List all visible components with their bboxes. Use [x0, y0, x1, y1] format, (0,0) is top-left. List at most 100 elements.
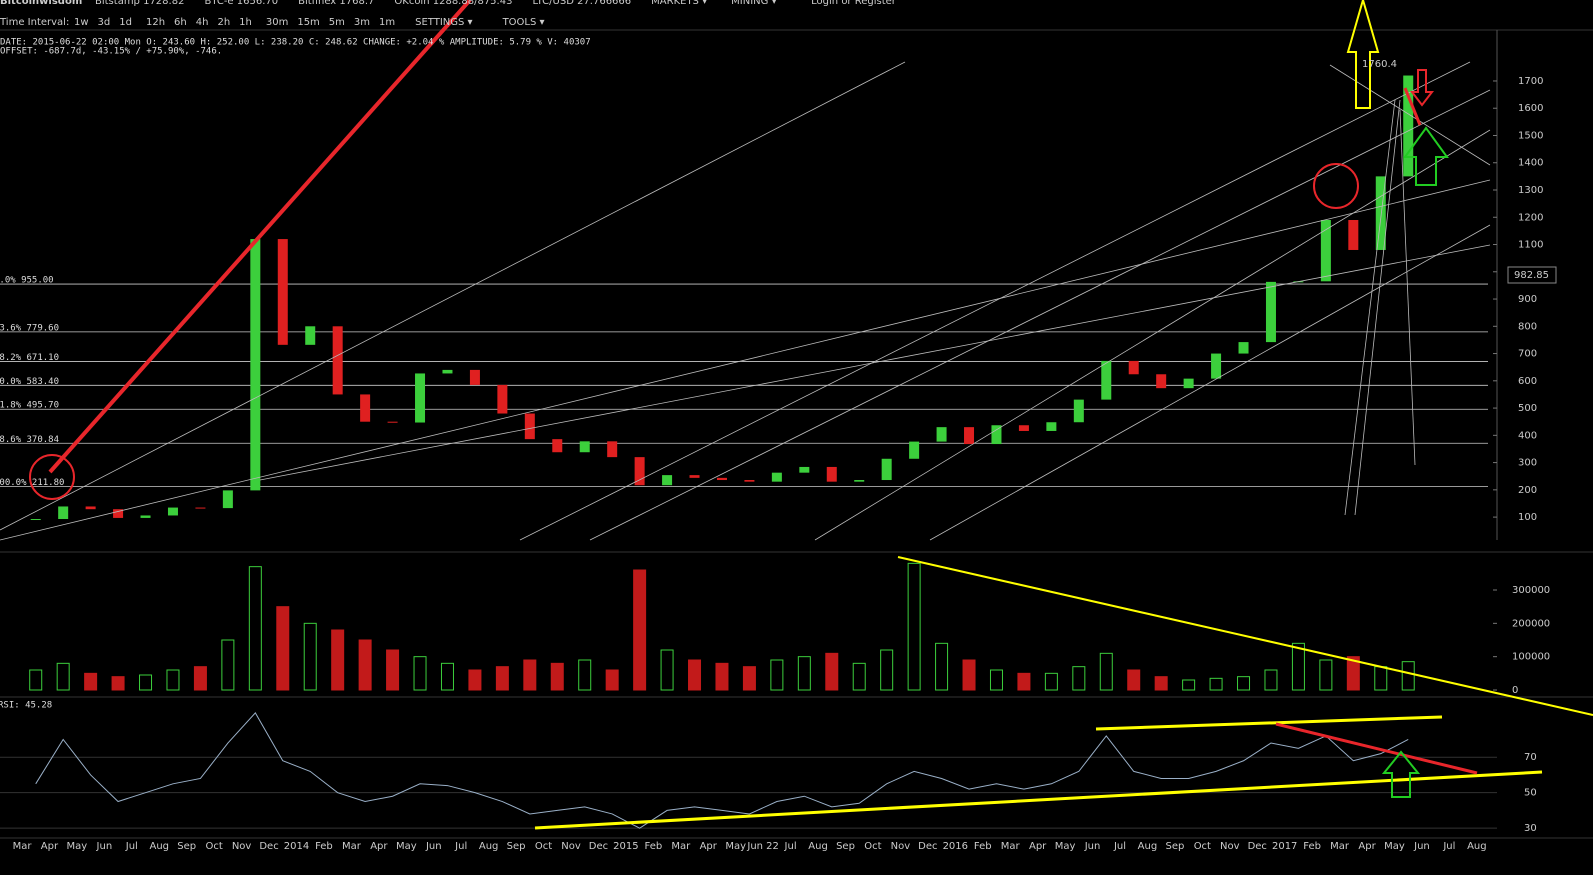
y-tick-label: 1400	[1518, 158, 1543, 169]
interval-button[interactable]: 3d	[98, 17, 111, 28]
fib-label: 78.6% 370.84	[0, 435, 59, 445]
x-tick-label: Feb	[315, 841, 333, 852]
volume-bar	[1182, 679, 1196, 691]
x-tick-label: Jun	[1084, 841, 1101, 852]
interval-button[interactable]: 1w	[74, 17, 89, 28]
candle	[909, 441, 920, 459]
interval-button[interactable]: 1d	[119, 17, 132, 28]
candle	[140, 515, 151, 518]
volume-bar	[386, 649, 400, 691]
volume-bar	[1209, 677, 1223, 691]
y-tick-label: 1600	[1518, 103, 1543, 114]
volume-bar	[989, 669, 1003, 691]
rsi-label: RSI: 45.28	[0, 701, 52, 711]
volume-bar	[770, 659, 784, 691]
y-tick-label: 1500	[1518, 130, 1543, 141]
y-tick-label: 800	[1518, 321, 1537, 332]
x-tick-label: Jun	[96, 841, 113, 852]
candle	[607, 441, 618, 458]
interval-button[interactable]: 2h	[217, 17, 230, 28]
volume-bar	[166, 669, 180, 691]
volume-bar	[633, 569, 647, 691]
y-tick-label: 1200	[1518, 212, 1543, 223]
interval-button[interactable]: 1m	[379, 17, 395, 28]
drawings	[0, 0, 1593, 830]
ticker-item: BTC-e 1656.70	[204, 0, 278, 7]
y-tick-label: 500	[1518, 403, 1537, 414]
interval-button[interactable]: 6h	[174, 17, 187, 28]
candle	[1073, 399, 1084, 423]
rsi-red-line	[1275, 722, 1478, 775]
candle	[1320, 219, 1331, 282]
candle	[415, 373, 426, 423]
candle	[716, 477, 727, 481]
volume-bar	[495, 666, 509, 691]
interval-button[interactable]: 12h	[146, 17, 165, 28]
trendline	[1354, 99, 1401, 516]
rsi-line	[35, 712, 1409, 829]
volume-bar	[139, 674, 153, 691]
candle	[524, 413, 535, 440]
menu-button[interactable]: SETTINGS ▾	[415, 17, 472, 28]
volume-bar	[825, 652, 839, 691]
up-arrow	[1381, 750, 1421, 798]
interval-button[interactable]: 1h	[239, 17, 252, 28]
volume-bar	[880, 649, 894, 691]
y-tick-label: 50	[1524, 788, 1537, 799]
menu-button[interactable]: TOOLS ▾	[502, 17, 545, 28]
highlight-circle	[29, 454, 75, 500]
volume-bar	[468, 669, 482, 691]
x-tick-label: May	[725, 841, 746, 852]
x-tick-label: Jul	[1442, 841, 1455, 852]
candle	[579, 441, 590, 453]
volume-bar	[550, 662, 564, 691]
x-tick-label: Aug	[149, 841, 169, 852]
volume-bar	[1291, 642, 1305, 691]
interval-button[interactable]: 4h	[196, 17, 209, 28]
candle	[1348, 219, 1359, 250]
candle	[662, 475, 673, 486]
toolbar-label: Time Interval:	[0, 17, 69, 28]
trendline	[1344, 99, 1396, 516]
volume-bar	[276, 606, 290, 691]
candle	[30, 519, 41, 521]
x-tick-label: Oct	[535, 841, 552, 852]
volume-bar	[605, 669, 619, 691]
trendline	[259, 244, 1491, 481]
fib-label: 50.0% 583.40	[0, 377, 59, 387]
interval-button[interactable]: 5m	[329, 17, 345, 28]
x-tick-label: May	[396, 841, 417, 852]
candle	[1265, 281, 1276, 343]
volume-bar	[688, 659, 702, 691]
candle	[332, 326, 343, 395]
y-tick-label: 600	[1518, 376, 1537, 387]
volume-bar	[56, 662, 70, 691]
x-tick-label: Sep	[1165, 841, 1184, 852]
volume-bar	[1264, 669, 1278, 691]
x-tick-label: Jul	[784, 841, 797, 852]
x-tick-label: Apr	[41, 841, 59, 852]
fib-label: 38.2% 671.10	[0, 353, 59, 363]
interval-button[interactable]: 3m	[354, 17, 370, 28]
volume-bar	[440, 662, 454, 691]
y-tick-label: 30	[1524, 823, 1537, 834]
x-tick-label: Jun	[425, 841, 442, 852]
candle	[689, 475, 700, 478]
x-tick-label: 2017	[1272, 841, 1297, 852]
candle	[881, 458, 892, 481]
x-tick-label: Jun	[1413, 841, 1430, 852]
y-tick-label: 100000	[1512, 652, 1550, 663]
candle	[195, 507, 206, 509]
candle	[1046, 422, 1057, 431]
candle	[1403, 75, 1414, 177]
volume-bar	[852, 662, 866, 691]
volume-bar	[660, 649, 674, 691]
ticker-item: Login or Register	[811, 0, 897, 7]
volume-bar	[962, 659, 976, 691]
ticker-item: MARKETS ▾	[651, 0, 707, 7]
interval-button[interactable]: 15m	[297, 17, 319, 28]
up-arrow	[1346, 0, 1380, 109]
interval-button[interactable]: 30m	[266, 17, 288, 28]
trendline	[0, 61, 906, 531]
y-tick-label: 0	[1512, 685, 1518, 696]
